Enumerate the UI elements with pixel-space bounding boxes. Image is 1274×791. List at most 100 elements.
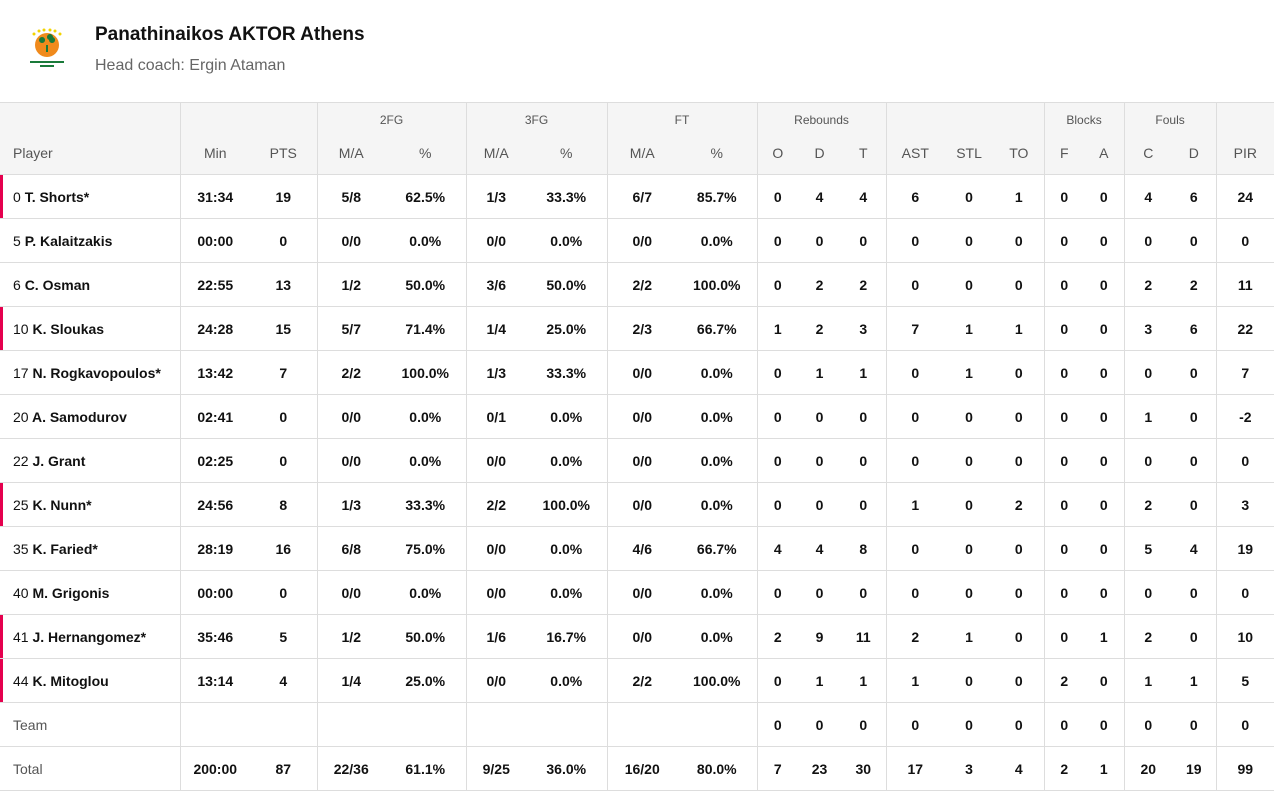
on-court-indicator (0, 175, 3, 218)
stat-cell: 0 (756, 702, 799, 747)
stat-cell: 0/0 (606, 218, 677, 263)
column-header[interactable]: PIR (1215, 132, 1274, 175)
stat-cell: 1/4 (465, 306, 526, 351)
column-header[interactable]: TO (994, 132, 1045, 175)
player-name[interactable]: N. Rogkavopoulos* (32, 364, 161, 381)
column-header[interactable]: Min (179, 132, 250, 175)
player-cell[interactable]: 5 P. Kalaitzakis (0, 218, 180, 263)
stat-cell: 17 (885, 746, 945, 791)
player-cell[interactable]: 10 K. Sloukas (0, 306, 180, 351)
column-header[interactable]: C (1123, 132, 1173, 175)
stat-cell: 4 (994, 746, 1045, 791)
column-header[interactable]: M/A (606, 132, 677, 175)
stat-cell: 0 (944, 526, 995, 571)
stat-cell: 0 (885, 526, 945, 571)
stat-cell: 1/4 (316, 658, 385, 703)
stat-cell: 0/1 (465, 394, 526, 439)
player-cell[interactable]: 40 M. Grigonis (0, 570, 180, 615)
player-cell[interactable]: 41 J. Hernangomez* (0, 614, 180, 659)
stat-cell: 0 (1084, 702, 1125, 747)
stat-cell: 31:34 (179, 174, 250, 219)
column-header[interactable]: M/A (316, 132, 385, 175)
stat-cell: 2 (885, 614, 945, 659)
player-name[interactable]: K. Faried* (32, 540, 98, 557)
player-cell[interactable]: 44 K. Mitoglou (0, 658, 180, 703)
player-cell[interactable]: 25 K. Nunn* (0, 482, 180, 527)
player-name[interactable]: P. Kalaitzakis (24, 232, 113, 249)
stat-cell: 0 (798, 570, 842, 615)
stat-cell: 0 (944, 438, 995, 483)
stat-cell: 0.0% (385, 570, 466, 615)
team-logo (30, 28, 64, 67)
player-cell[interactable]: 6 C. Osman (0, 262, 180, 307)
column-header[interactable]: STL (944, 132, 995, 175)
player-name[interactable]: M. Grigonis (32, 584, 110, 601)
stat-cell: 20 (1123, 746, 1173, 791)
stat-cell: 0.0% (677, 438, 758, 483)
column-group-header (0, 102, 180, 133)
column-header[interactable]: % (677, 132, 758, 175)
stat-cell: 1 (944, 350, 995, 395)
stat-cell: 0 (885, 702, 945, 747)
stat-cell: 0 (1215, 702, 1274, 747)
column-header[interactable]: T (841, 132, 887, 175)
stat-cell: 13:42 (179, 350, 250, 395)
stat-cell: 0 (841, 438, 887, 483)
column-header[interactable]: A (1084, 132, 1125, 175)
stat-cell: 0.0% (526, 570, 607, 615)
player-cell[interactable]: 20 A. Samodurov (0, 394, 180, 439)
player-name[interactable]: K. Sloukas (32, 320, 105, 337)
stat-cell: 5/8 (316, 174, 385, 219)
stat-cell: 16.7% (526, 614, 607, 659)
player-cell[interactable]: 0 T. Shorts* (0, 174, 180, 219)
stat-cell: 2 (1043, 658, 1085, 703)
stat-cell: 36.0% (526, 746, 607, 791)
stat-cell: 0 (841, 570, 887, 615)
stat-cell: 0 (1043, 438, 1085, 483)
player-name[interactable]: K. Nunn* (32, 496, 92, 513)
stat-cell: 0.0% (526, 526, 607, 571)
stat-cell: 33.3% (526, 350, 607, 395)
player-name[interactable]: T. Shorts* (24, 188, 90, 205)
stat-cell: 25.0% (385, 658, 466, 703)
player-cell[interactable]: 35 K. Faried* (0, 526, 180, 571)
header-group-row: 2FG 3FG FT Rebounds Blocks Fouls (0, 102, 1274, 133)
player-cell[interactable]: 22 J. Grant (0, 438, 180, 483)
column-header[interactable]: % (526, 132, 607, 175)
stat-cell: 0 (798, 394, 842, 439)
column-header[interactable]: AST (885, 132, 945, 175)
stat-cell: 2/2 (465, 482, 526, 527)
player-name[interactable]: K. Mitoglou (32, 672, 109, 689)
column-header[interactable]: D (798, 132, 842, 175)
stat-cell: 1/6 (465, 614, 526, 659)
column-header[interactable]: % (385, 132, 466, 175)
player-name[interactable]: J. Hernangomez* (32, 628, 147, 645)
column-header[interactable]: Player (0, 132, 180, 175)
stat-cell: 2 (1123, 482, 1173, 527)
column-header[interactable]: F (1043, 132, 1085, 175)
column-header[interactable]: O (756, 132, 799, 175)
stat-cell: 0/0 (316, 570, 385, 615)
column-header[interactable]: M/A (465, 132, 526, 175)
stat-cell: 50.0% (385, 262, 466, 307)
player-number: 0 (13, 188, 21, 205)
stat-cell: 0 (756, 438, 799, 483)
stat-cell: 61.1% (385, 746, 466, 791)
stat-cell: 1 (1172, 658, 1217, 703)
stat-cell: 0 (756, 218, 799, 263)
stat-cell: 22 (1215, 306, 1274, 351)
player-name[interactable]: A. Samodurov (31, 408, 127, 425)
stat-cell: 00:00 (179, 570, 250, 615)
stat-cell: 0.0% (677, 482, 758, 527)
player-name[interactable]: J. Grant (32, 452, 86, 469)
stat-cell: 0 (841, 394, 887, 439)
column-header[interactable]: PTS (250, 132, 317, 175)
player-name[interactable]: C. Osman (24, 276, 91, 293)
column-header[interactable]: D (1172, 132, 1217, 175)
stat-cell: 0 (885, 218, 945, 263)
stat-cell: 0 (1215, 438, 1274, 483)
player-cell[interactable]: 17 N. Rogkavopoulos* (0, 350, 180, 395)
stat-cell: 0 (944, 218, 995, 263)
stat-cell: 71.4% (385, 306, 466, 351)
stat-cell: 11 (1215, 262, 1274, 307)
